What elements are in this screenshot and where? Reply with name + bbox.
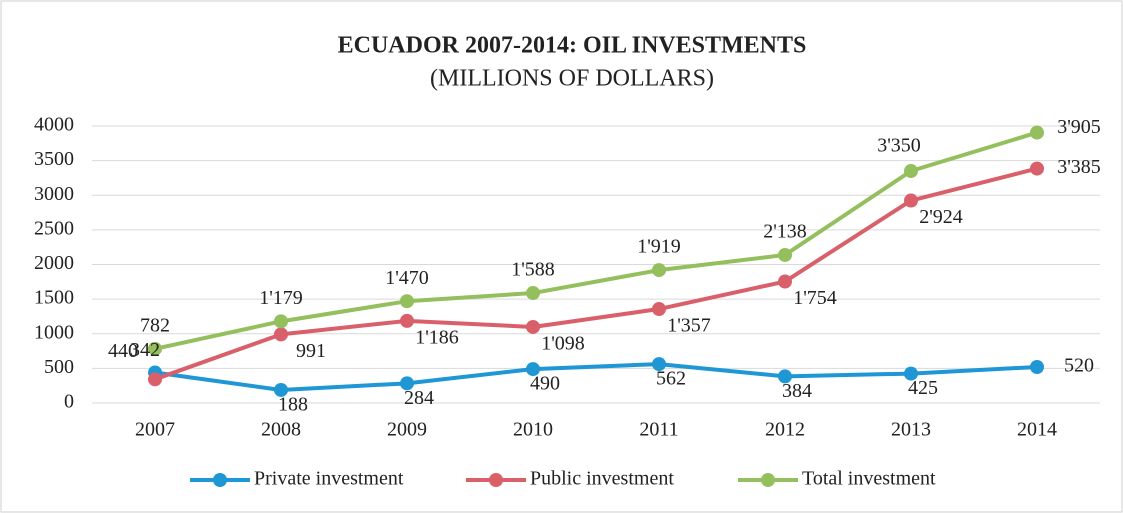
series-line [154, 166, 1038, 382]
data-point [652, 357, 666, 372]
data-label: 782 [140, 314, 170, 336]
y-tick-label: 2000 [34, 252, 74, 274]
data-point [274, 327, 288, 342]
data-label: 490 [530, 373, 560, 395]
x-tick-label: 2012 [765, 419, 805, 441]
data-point [274, 382, 288, 397]
y-tick-label: 3500 [34, 148, 74, 170]
y-tick-label: 3000 [34, 183, 74, 205]
y-tick-label: 0 [64, 391, 74, 413]
data-point [526, 362, 540, 377]
data-point [904, 366, 918, 381]
legend-label: Private investment [254, 468, 404, 490]
y-tick-label: 4000 [34, 114, 74, 136]
data-label: 991 [296, 340, 326, 362]
data-point [526, 286, 540, 301]
data-point [778, 369, 792, 384]
y-tick-label: 1000 [34, 321, 74, 343]
data-label: 1'754 [793, 287, 837, 309]
data-label: 520 [1064, 355, 1094, 377]
data-point [400, 376, 414, 391]
data-point [274, 314, 288, 329]
data-point [1030, 125, 1044, 140]
data-label: 188 [278, 394, 308, 416]
legend-marker [761, 473, 775, 487]
data-label: 1'470 [385, 267, 429, 289]
x-tick-label: 2009 [387, 419, 427, 441]
data-label: 3'905 [1057, 116, 1101, 138]
data-point [778, 247, 792, 262]
data-point [904, 164, 918, 179]
data-label: 1'588 [511, 259, 555, 281]
data-label: 562 [656, 368, 686, 390]
data-label: 1'098 [541, 333, 585, 355]
data-label: 1'357 [667, 315, 711, 337]
data-point [400, 313, 414, 328]
data-point [400, 294, 414, 309]
data-label: 440 [108, 340, 138, 362]
data-label: 284 [404, 387, 434, 409]
legend-marker [489, 473, 503, 487]
data-point [904, 193, 918, 208]
data-label: 3'350 [877, 135, 921, 157]
data-label: 1'919 [637, 236, 681, 258]
x-tick-label: 2011 [639, 419, 678, 441]
data-point [526, 319, 540, 334]
chart-subtitle: (MILLIONS OF DOLLARS) [430, 66, 714, 92]
x-tick-label: 2007 [135, 419, 175, 441]
data-point [778, 274, 792, 289]
data-label: 3'385 [1057, 156, 1101, 178]
x-tick-label: 2010 [513, 419, 553, 441]
x-tick-label: 2008 [261, 419, 301, 441]
data-point [652, 263, 666, 278]
series-line [154, 362, 1038, 392]
data-label: 2'924 [919, 206, 963, 228]
series-line [154, 130, 1038, 351]
chart-title: ECUADOR 2007-2014: OIL INVESTMENTS [338, 33, 807, 59]
data-label: 425 [908, 377, 938, 399]
x-tick-label: 2013 [891, 419, 931, 441]
x-tick-label: 2014 [1017, 419, 1057, 441]
data-point [652, 302, 666, 317]
legend-marker [213, 473, 227, 487]
data-point [1030, 359, 1044, 374]
data-label: 1'179 [259, 287, 303, 309]
y-tick-label: 500 [44, 356, 74, 378]
data-point [148, 341, 162, 356]
data-label: 384 [782, 380, 812, 402]
y-tick-label: 2500 [34, 217, 74, 239]
data-label: 342 [130, 339, 160, 361]
data-label: 1'186 [415, 326, 459, 348]
data-point [148, 372, 162, 387]
y-tick-label: 1500 [34, 287, 74, 309]
legend-label: Total investment [802, 468, 936, 490]
data-point [1030, 161, 1044, 176]
data-label: 2'138 [763, 221, 807, 243]
legend-label: Public investment [530, 468, 674, 490]
